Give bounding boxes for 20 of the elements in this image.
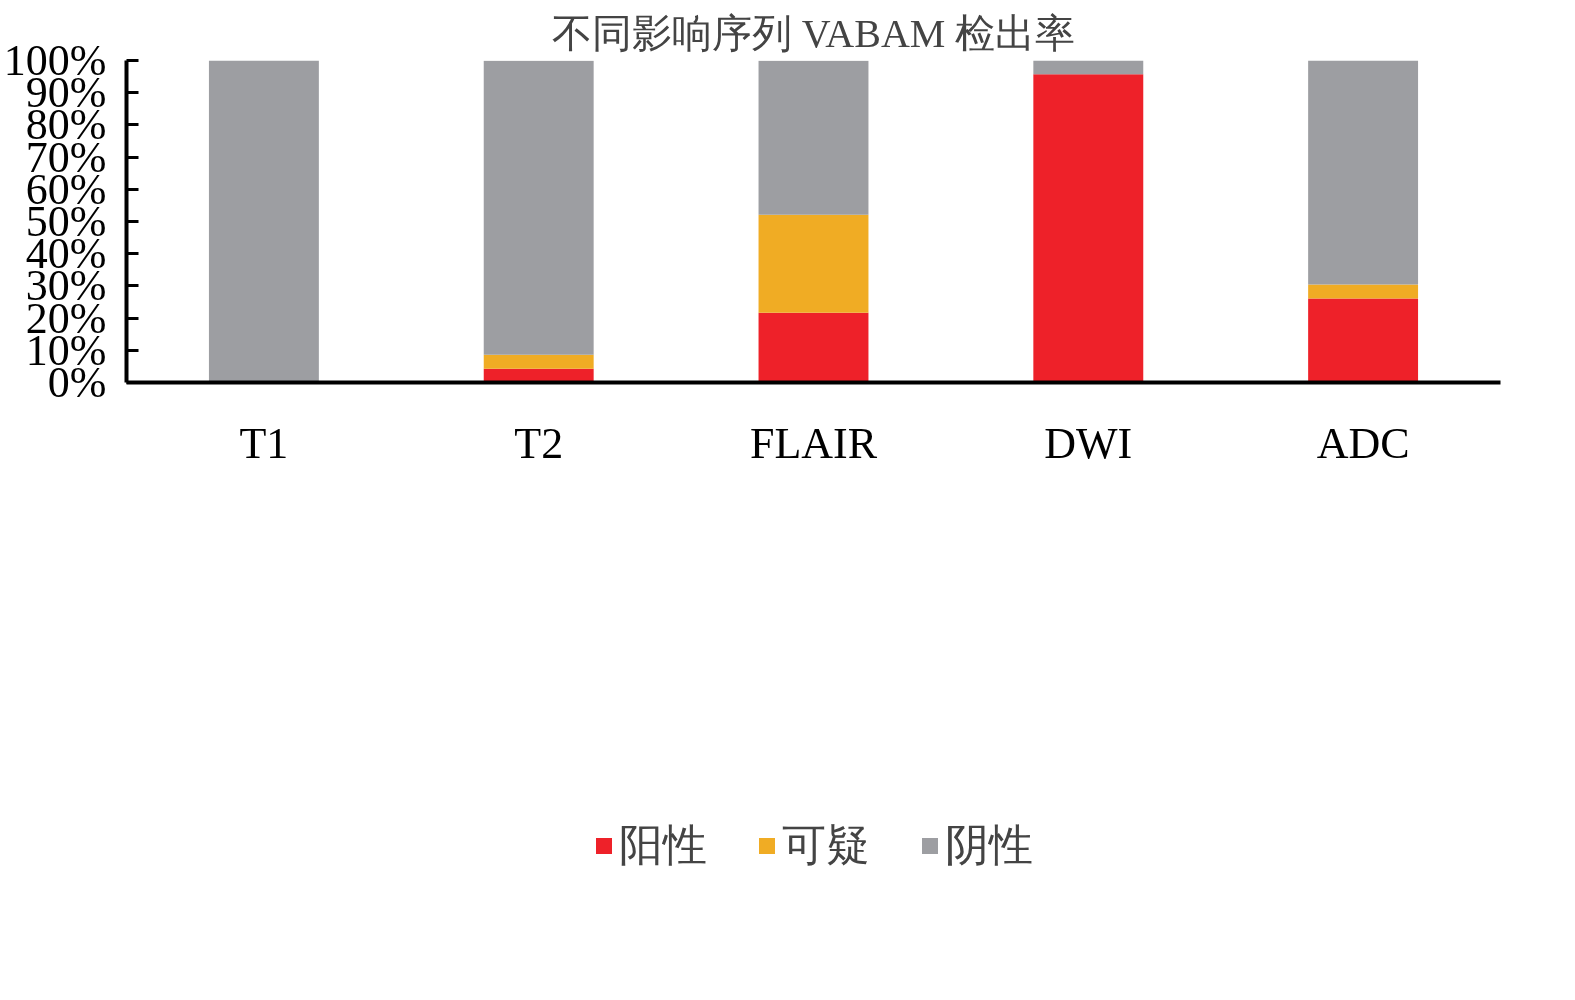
bar (758, 312, 869, 383)
x-tick-label: FLAIR (749, 418, 878, 468)
x-tick-label: T2 (514, 418, 564, 468)
chart-title: 不同影响序列 VABAM 检出率 (551, 10, 1076, 56)
bar (1308, 298, 1419, 383)
legend-label: 阳性 (618, 819, 707, 872)
bar (483, 60, 594, 355)
bar (1308, 60, 1419, 285)
legend-label: 阴性 (944, 819, 1033, 872)
x-tick-label: ADC (1316, 418, 1410, 468)
bar (758, 60, 869, 215)
bar (1033, 60, 1144, 75)
bar (208, 60, 319, 383)
x-tick-label: DWI (1044, 418, 1133, 468)
bar (1308, 284, 1419, 299)
x-tick-label: T1 (239, 418, 289, 468)
bar (1033, 74, 1144, 383)
bar (483, 354, 594, 369)
legend-label: 可疑 (781, 819, 870, 872)
bar (758, 214, 869, 313)
